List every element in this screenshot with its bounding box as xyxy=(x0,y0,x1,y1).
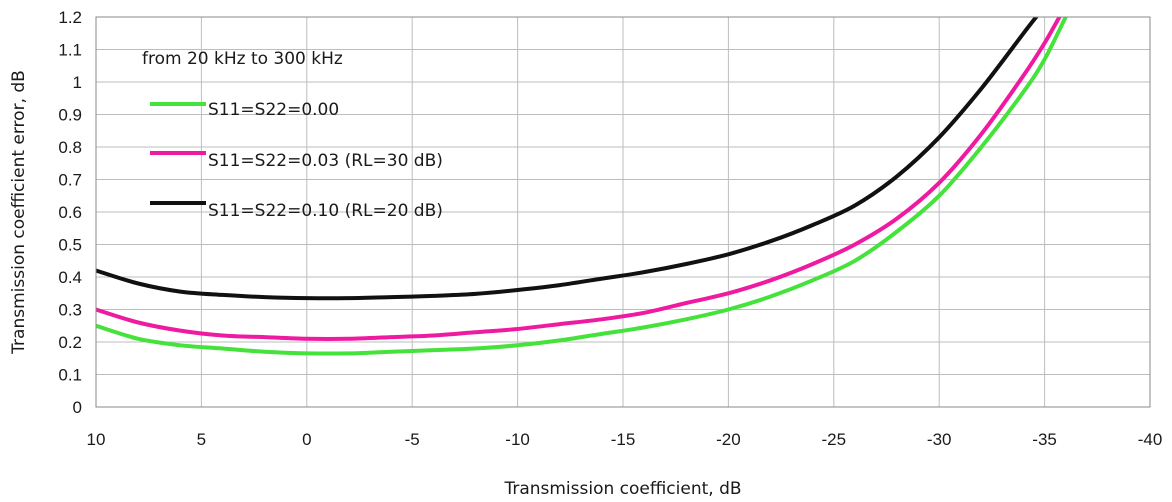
x-tick-label: -30 xyxy=(927,430,952,449)
y-tick-label: 0 xyxy=(73,398,82,417)
y-tick-label: 0.4 xyxy=(58,268,82,287)
y-tick-label: 0.2 xyxy=(58,333,82,352)
y-tick-label: 1.1 xyxy=(58,41,82,60)
series-line-1 xyxy=(96,17,1068,356)
y-tick-label: 1 xyxy=(73,73,82,92)
x-tick-label: -25 xyxy=(822,430,847,449)
x-tick-label: -10 xyxy=(505,430,530,449)
series-group xyxy=(96,17,1068,356)
y-tick-label: 0.8 xyxy=(58,138,82,157)
legend-label-series-1: S11=S22=0.00 xyxy=(208,100,339,120)
y-tick-label: 0.6 xyxy=(58,203,82,222)
y-tick-label: 0.5 xyxy=(58,236,82,255)
plot-border xyxy=(95,16,1151,408)
y-tick-labels: 0 0.1 0.2 0.3 0.4 0.5 0.6 0.7 0.8 0.9 1 1.1 1.2 xyxy=(58,8,82,417)
y-tick-label: 0.9 xyxy=(58,106,82,125)
y-axis-title: Transmission coefficient error, dB xyxy=(9,70,29,355)
series-line-3 xyxy=(96,17,1039,301)
legend-label-series-2: S11=S22=0.03 (RL=30 dB) xyxy=(208,151,443,171)
x-tick-label: 10 xyxy=(87,430,106,449)
x-tick-label: -5 xyxy=(405,430,420,449)
series-line-2 xyxy=(96,17,1062,341)
x-tick-label: 0 xyxy=(302,430,311,449)
range-annotation: from 20 kHz to 300 kHz xyxy=(142,49,343,69)
legend-label-series-3: S11=S22=0.10 (RL=20 dB) xyxy=(208,201,443,221)
x-tick-label: -20 xyxy=(716,430,741,449)
y-tick-label: 0.3 xyxy=(58,301,82,320)
x-tick-label: -35 xyxy=(1032,430,1057,449)
x-tick-label: 5 xyxy=(197,430,206,449)
y-tick-label: 0.7 xyxy=(58,171,82,190)
x-axis-title: Transmission coefficient, dB xyxy=(503,479,741,499)
x-tick-label: -15 xyxy=(611,430,636,449)
x-tick-labels: 10 5 0 -5 -10 -15 -20 -25 -30 -35 -40 xyxy=(87,430,1163,449)
x-tick-label: -40 xyxy=(1138,430,1163,449)
y-tick-label: 1.2 xyxy=(58,8,82,27)
y-tick-label: 0.1 xyxy=(58,366,82,385)
legend: from 20 kHz to 300 kHz S11=S22=0.00 S11=… xyxy=(142,49,443,221)
